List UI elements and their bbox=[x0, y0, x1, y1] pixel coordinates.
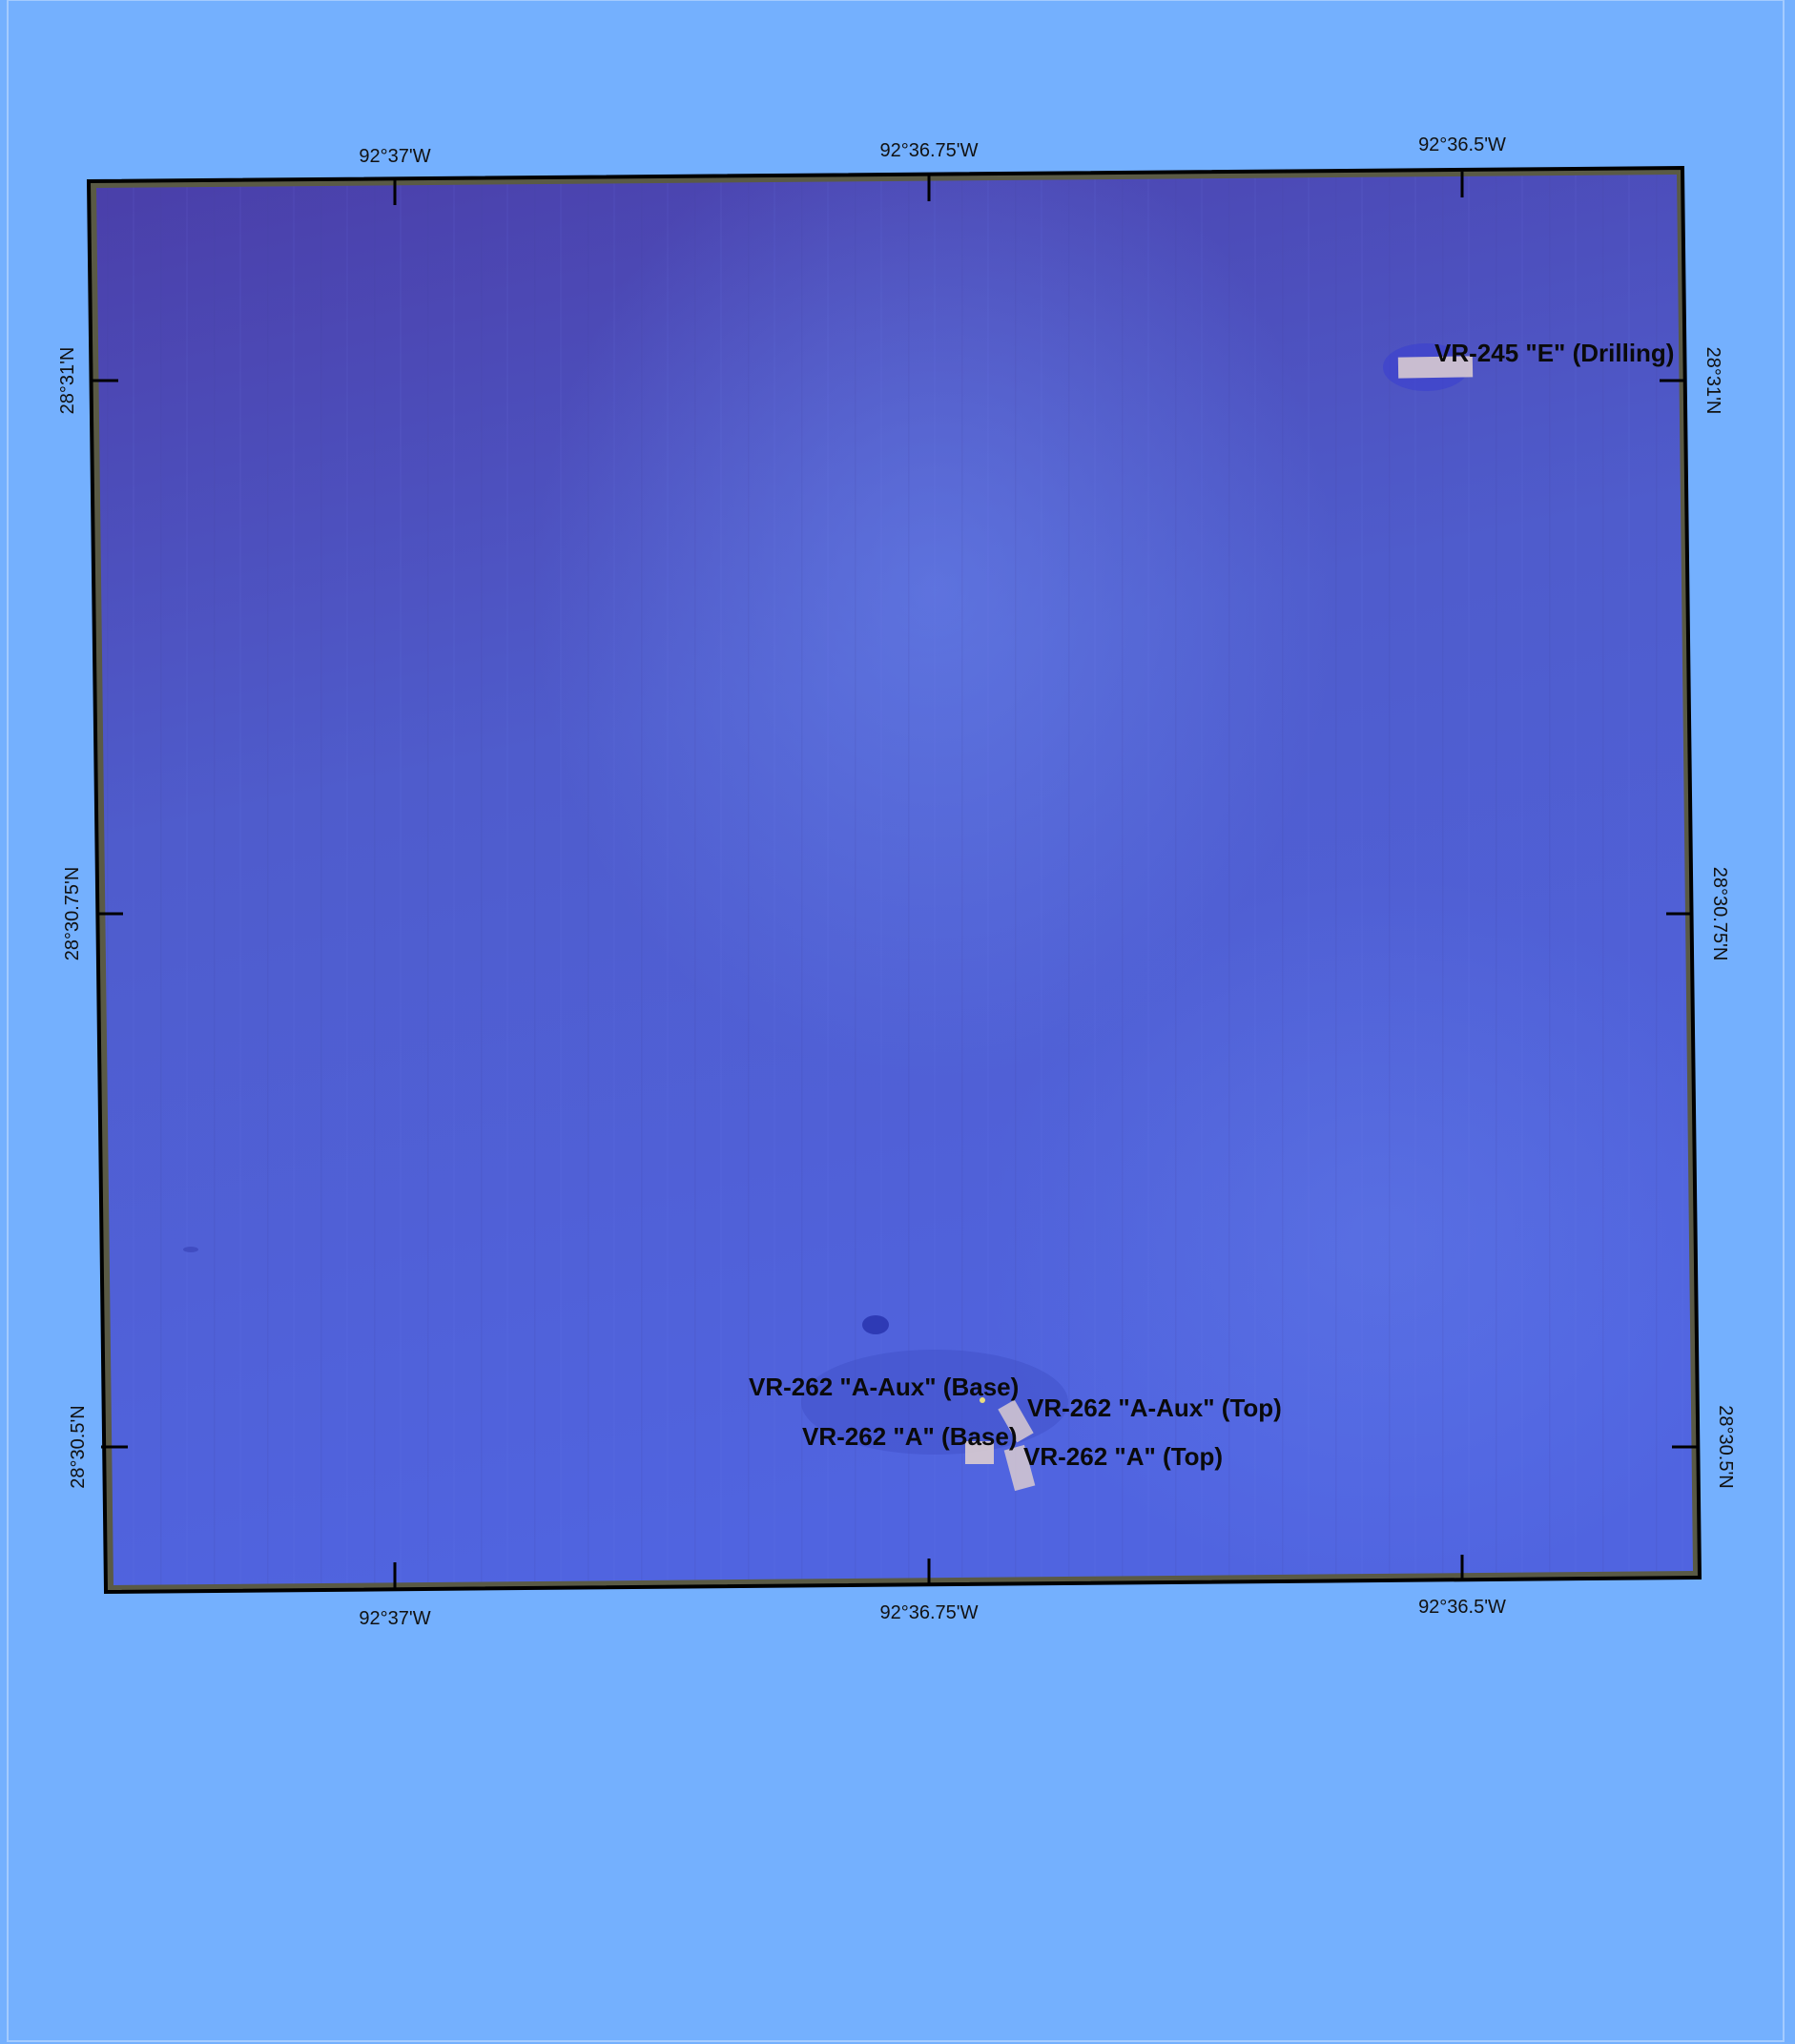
lon-label-top-2: 92°36.75'W bbox=[880, 140, 979, 161]
lat-label-right-2: 28°30.75'N bbox=[1709, 867, 1730, 961]
vr262-features bbox=[965, 1397, 1036, 1492]
vr245-e-feature bbox=[1383, 343, 1474, 391]
lon-label-top-1: 92°37'W bbox=[359, 146, 430, 167]
lon-label-top-3: 92°36.5'W bbox=[1418, 134, 1506, 155]
seafloor-image bbox=[96, 175, 1693, 1585]
lat-label-right-3: 28°30.5'N bbox=[1715, 1405, 1736, 1488]
feature-label-vr245-e: VR-245 "E" (Drilling) bbox=[1434, 339, 1674, 367]
page-border bbox=[7, 0, 1785, 2042]
feature-label-vr262-a-base: VR-262 "A" (Base) bbox=[802, 1422, 1018, 1451]
feature-label-vr262-a-aux-base: VR-262 "A-Aux" (Base) bbox=[749, 1373, 1019, 1401]
lat-label-left-2: 28°30.75'N bbox=[62, 867, 83, 961]
lon-label-bottom-1: 92°37'W bbox=[359, 1608, 430, 1629]
feature-label-vr262-a-aux-top: VR-262 "A-Aux" (Top) bbox=[1027, 1394, 1282, 1422]
feature-label-vr262-a-top: VR-262 "A" (Top) bbox=[1023, 1442, 1223, 1471]
graticule-ticks bbox=[92, 172, 1699, 1588]
lon-label-bottom-3: 92°36.5'W bbox=[1418, 1597, 1506, 1618]
lat-label-left-1: 28°31'N bbox=[57, 347, 78, 415]
map-frame bbox=[86, 165, 1702, 1595]
lat-label-left-3: 28°30.5'N bbox=[68, 1405, 89, 1488]
lon-label-bottom-2: 92°36.75'W bbox=[880, 1602, 979, 1623]
lat-label-right-1: 28°31'N bbox=[1702, 347, 1723, 415]
